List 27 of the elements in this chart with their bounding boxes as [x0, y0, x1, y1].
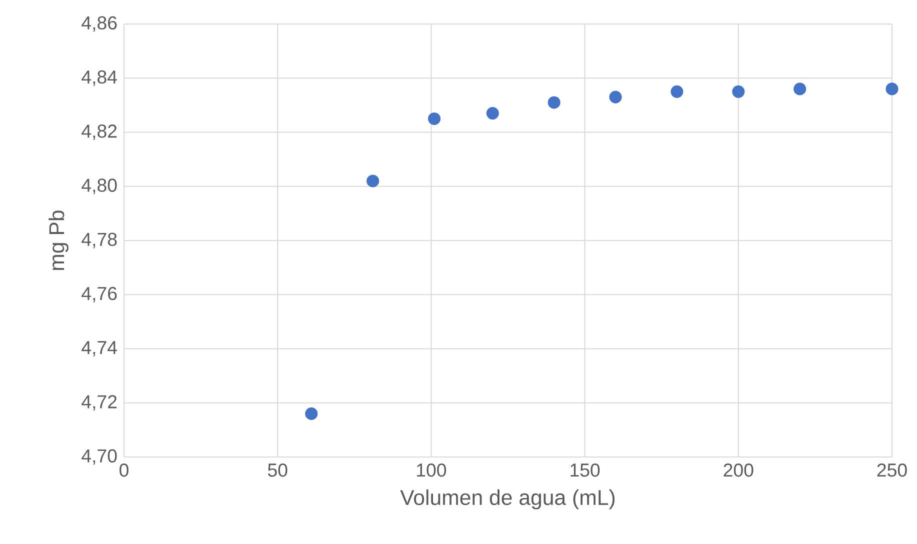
x-tick-label: 250 — [877, 463, 907, 477]
point — [486, 107, 499, 120]
x-tick-label: 150 — [570, 463, 600, 477]
x-tick-label: 0 — [120, 463, 128, 477]
point — [794, 82, 806, 96]
point — [609, 90, 622, 104]
y-tick-label: 4,84 — [82, 70, 117, 86]
point — [732, 85, 745, 98]
y-axis-title: mg Pb — [48, 210, 68, 270]
x-tick-label: 200 — [724, 463, 754, 477]
y-tick-label: 4,82 — [82, 124, 117, 140]
point — [548, 96, 560, 109]
y-tick-label: 4,86 — [82, 16, 117, 32]
x-tick-label: 100 — [417, 463, 446, 477]
x-tick-label: 50 — [268, 463, 288, 477]
y-tick-label: 4,78 — [82, 232, 117, 248]
point — [305, 407, 318, 420]
y-tick-label: 4,72 — [82, 395, 117, 411]
y-tick-label: 4,80 — [82, 178, 117, 194]
point — [366, 174, 380, 188]
point — [886, 82, 898, 96]
y-tick-label: 4,70 — [82, 449, 117, 465]
x-axis-title: Volumen de agua (mL) — [400, 489, 615, 510]
point — [670, 85, 684, 98]
y-tick-label: 4,74 — [82, 341, 117, 356]
point — [428, 112, 441, 125]
y-tick-label: 4,76 — [82, 286, 117, 302]
